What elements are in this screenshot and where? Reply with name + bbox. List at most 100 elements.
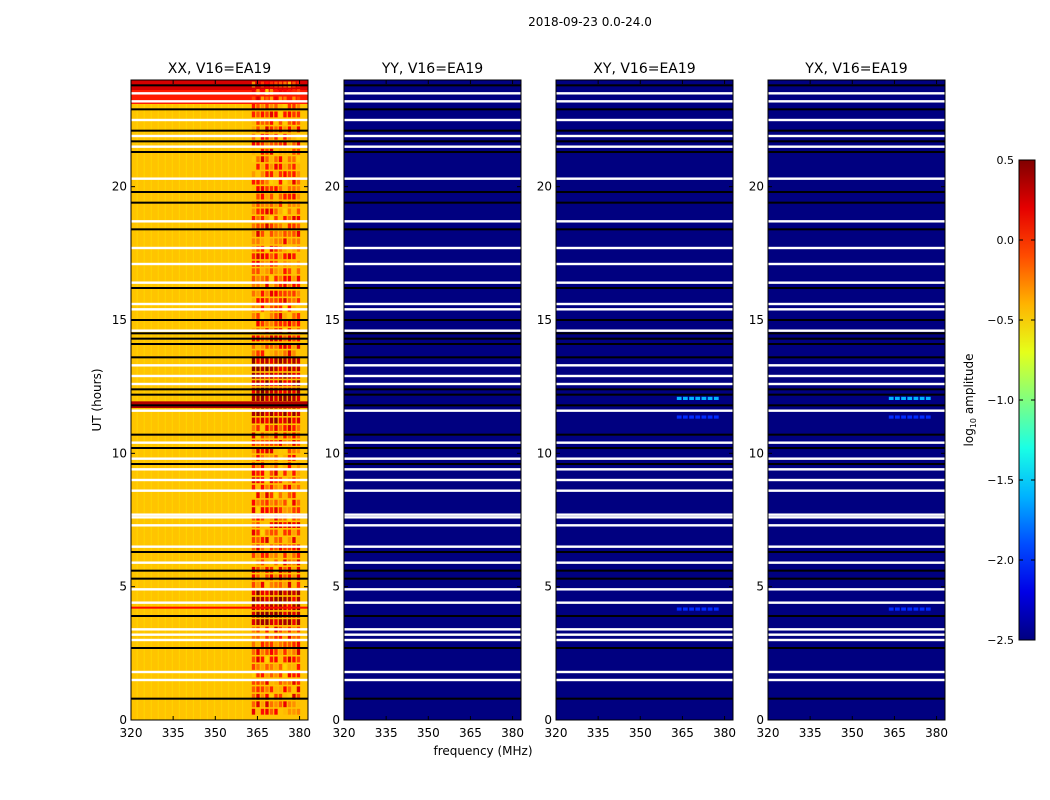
heatmap-cell (274, 671, 278, 678)
heatmap-cell (296, 111, 301, 118)
heatmap-cell (251, 611, 256, 618)
heatmap-cell (251, 649, 256, 655)
heatmap-cell (292, 178, 296, 185)
heatmap-cell (278, 499, 283, 506)
heatmap-cell (287, 537, 292, 543)
heatmap-cell (269, 387, 274, 394)
flagged-row-white (131, 545, 308, 548)
flagged-row-black (131, 319, 308, 321)
heatmap-cell (278, 283, 283, 290)
heatmap-cell (269, 469, 274, 476)
heatmap-cell (274, 290, 278, 297)
heatmap-cell (287, 171, 292, 178)
heatmap-cell (278, 469, 283, 476)
flagged-row-black (556, 569, 733, 572)
heatmap-cell (251, 275, 256, 282)
flagged-row-white (131, 678, 308, 682)
heatmap-cell (287, 641, 292, 648)
heatmap-cell (251, 111, 256, 118)
axes-frame (767, 79, 946, 721)
heatmap-cell (260, 410, 265, 416)
heatmap-cell (274, 596, 278, 603)
heatmap-cell (287, 619, 292, 626)
heatmap-cell (269, 111, 274, 118)
flagged-row-black (556, 140, 733, 143)
heatmap-cell (278, 111, 283, 118)
heatmap-cell (287, 201, 292, 207)
heatmap-cell (260, 208, 265, 215)
heatmap-cell (287, 268, 292, 275)
heatmap-cell (260, 342, 265, 349)
flagged-row-white (344, 524, 521, 527)
heatmap-cell (278, 395, 283, 402)
heatmap-cell (256, 201, 260, 207)
flagged-row-white (556, 468, 733, 471)
flagged-row-white (131, 145, 308, 148)
flagged-row-black (344, 151, 521, 153)
heatmap-cell (287, 469, 292, 476)
x-tick-label: 335 (162, 726, 185, 740)
heatmap-cell (251, 201, 256, 207)
heatmap-cell (265, 693, 269, 700)
flagged-row-white (344, 134, 521, 138)
heatmap-cell (283, 678, 287, 685)
heatmap-cell (269, 357, 274, 364)
heatmap-cell (292, 320, 296, 327)
heatmap-cell (256, 193, 260, 200)
flagged-row-black (556, 551, 733, 553)
heatmap-cell (296, 686, 301, 693)
heatmap-cell (274, 425, 278, 431)
heatmap-cell (287, 253, 292, 260)
heatmap-cell (283, 507, 287, 514)
flagged-row-white (131, 478, 308, 482)
heatmap-cell (251, 89, 256, 95)
flagged-row-black (768, 697, 945, 700)
heatmap-cell (251, 171, 256, 178)
flagged-row-black (556, 697, 733, 700)
heatmap-cell (251, 469, 256, 476)
heatmap-cell (292, 268, 296, 275)
heatmap-cell (256, 596, 260, 603)
heatmap-cell (278, 664, 283, 670)
heatmap-cell (296, 537, 301, 543)
heatmap-cell (265, 290, 269, 297)
heatmap-cell (251, 156, 256, 163)
flagged-row-black (768, 388, 945, 391)
heatmap-cell (269, 171, 274, 178)
heatmap-cell (274, 193, 278, 200)
heatmap-cell (283, 223, 287, 230)
flagged-row-black (131, 108, 308, 111)
flagged-row-white (768, 118, 945, 122)
heatmap-cell (283, 320, 287, 327)
heatmap-cell (251, 499, 256, 506)
heatmap-cell (269, 596, 274, 603)
heatmap-cell (287, 686, 292, 693)
flagged-row-black (344, 287, 521, 289)
heatmap-cell (296, 216, 301, 222)
heatmap-cell (296, 574, 301, 581)
flagged-row-white (344, 308, 521, 311)
heatmap-cell (265, 425, 269, 431)
heatmap-cell (265, 492, 269, 499)
flagged-row-white (556, 100, 733, 103)
flagged-row-white (556, 246, 733, 250)
heatmap-cell (265, 634, 269, 640)
heatmap-cell (256, 574, 260, 581)
heatmap-cell (296, 357, 301, 364)
flagged-row-black (556, 191, 733, 193)
flagged-row-white (344, 670, 521, 674)
heatmap-cell (256, 425, 260, 431)
heatmap-cell (292, 581, 296, 588)
flagged-row-black (344, 577, 521, 580)
flagged-row-white (131, 628, 308, 631)
heatmap-cell (296, 186, 301, 192)
heatmap-cell (260, 425, 265, 431)
heatmap-cell (274, 619, 278, 626)
heatmap-cell (278, 581, 283, 588)
heatmap-cell (913, 415, 919, 419)
x-tick-label: 365 (671, 726, 694, 740)
heatmap-cell (296, 253, 301, 260)
heatmap-cell (296, 283, 301, 290)
heatmap-cell (278, 417, 283, 424)
